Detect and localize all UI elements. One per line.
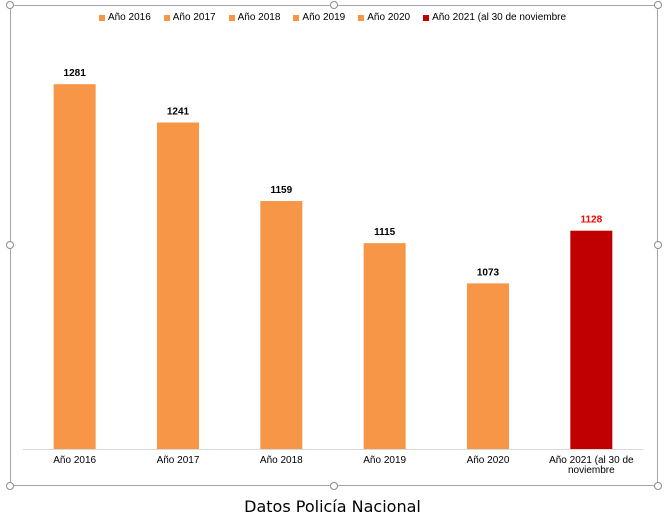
resize-handle-bottom-right[interactable] bbox=[654, 482, 662, 490]
x-tick-label: Año 2019 bbox=[363, 455, 406, 466]
x-tick-label: Año 2020 bbox=[467, 455, 510, 466]
x-tick-label: Año 2018 bbox=[260, 455, 303, 466]
bar bbox=[363, 243, 406, 449]
legend-swatch bbox=[98, 14, 105, 21]
legend-label: Año 2018 bbox=[237, 12, 281, 23]
resize-handle-top-left[interactable] bbox=[6, 1, 14, 9]
bar bbox=[467, 283, 509, 449]
legend-item: Año 2019 bbox=[293, 12, 345, 23]
data-label: 1115 bbox=[374, 227, 396, 238]
x-tick-label: noviembre bbox=[568, 465, 615, 476]
legend-swatch bbox=[163, 14, 170, 21]
chart-legend: Año 2016 Año 2017 Año 2018 Año 2019 Año … bbox=[0, 12, 665, 23]
legend-label: Año 2020 bbox=[367, 12, 411, 23]
data-label: 1241 bbox=[167, 106, 190, 117]
resize-handle-bottom-center[interactable] bbox=[330, 482, 338, 490]
bar bbox=[570, 230, 613, 449]
bar bbox=[53, 84, 96, 449]
resize-handle-top-right[interactable] bbox=[654, 1, 662, 9]
data-label: 1073 bbox=[477, 267, 500, 278]
data-label: 1281 bbox=[64, 68, 87, 79]
resize-handle-middle-left[interactable] bbox=[6, 241, 14, 249]
legend-item: Año 2018 bbox=[228, 12, 281, 23]
legend-swatch bbox=[423, 14, 430, 21]
legend-label: Año 2017 bbox=[172, 12, 216, 23]
legend-item: Año 2016 bbox=[98, 12, 151, 23]
x-tick-label: Año 2017 bbox=[157, 455, 200, 466]
bar bbox=[157, 122, 199, 450]
legend-item: Año 2020 bbox=[358, 12, 410, 23]
legend-swatch bbox=[293, 14, 300, 21]
x-tick-label: Año 2021 (al 30 de bbox=[549, 455, 634, 466]
resize-handle-bottom-left[interactable] bbox=[6, 482, 14, 490]
legend-item: Año 2017 bbox=[163, 12, 216, 23]
data-label: 1128 bbox=[580, 215, 602, 226]
bar bbox=[260, 201, 303, 449]
data-label: 1159 bbox=[270, 185, 292, 196]
x-tick-label: Año 2016 bbox=[53, 455, 96, 466]
legend-label: Año 2019 bbox=[302, 12, 346, 23]
legend-swatch bbox=[358, 14, 365, 21]
chart-caption: Datos Policía Nacional bbox=[244, 497, 421, 516]
resize-handle-top-center[interactable] bbox=[330, 1, 338, 9]
legend-label: Año 2016 bbox=[107, 12, 151, 23]
legend-label: Año 2021 (al 30 de noviembre bbox=[432, 12, 567, 23]
legend-item: Año 2021 (al 30 de noviembre bbox=[423, 12, 566, 23]
legend-swatch bbox=[228, 14, 235, 21]
resize-handle-middle-right[interactable] bbox=[654, 241, 662, 249]
